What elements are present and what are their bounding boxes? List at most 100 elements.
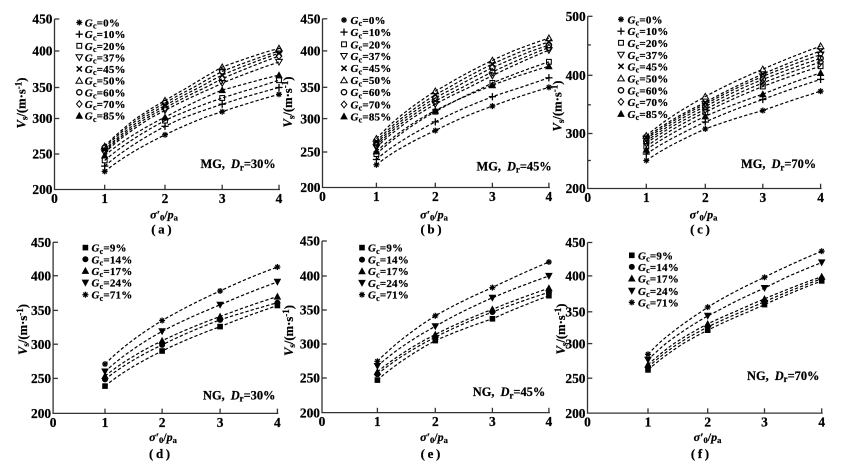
svg-text:Gc=45%: Gc=45% bbox=[628, 61, 669, 74]
svg-text:200: 200 bbox=[32, 182, 52, 197]
svg-text:NG,Dr=70%: NG, Dr=70% bbox=[747, 369, 819, 384]
svg-text:400: 400 bbox=[31, 268, 51, 283]
svg-text:200: 200 bbox=[300, 180, 320, 195]
svg-text:Vs/(m·s-1): Vs/(m·s-1) bbox=[14, 77, 30, 128]
svg-text:400: 400 bbox=[565, 269, 585, 284]
svg-text:300: 300 bbox=[300, 111, 320, 126]
svg-text:Gc=0%: Gc=0% bbox=[351, 15, 386, 28]
svg-text:Gc=71%: Gc=71% bbox=[638, 297, 679, 310]
svg-text:300: 300 bbox=[565, 336, 585, 351]
svg-text:Gc=70%: Gc=70% bbox=[351, 100, 392, 113]
svg-text:Gc=24%: Gc=24% bbox=[638, 286, 679, 299]
svg-text:350: 350 bbox=[31, 303, 51, 318]
svg-text:2: 2 bbox=[432, 414, 439, 429]
svg-text:Gc=20%: Gc=20% bbox=[351, 39, 392, 52]
svg-text:Gc=9%: Gc=9% bbox=[368, 243, 403, 256]
svg-text:450: 450 bbox=[565, 235, 585, 250]
svg-text:0: 0 bbox=[319, 189, 326, 204]
svg-text:Gc=10%: Gc=10% bbox=[628, 26, 669, 39]
svg-text:4: 4 bbox=[818, 415, 825, 430]
svg-text:3: 3 bbox=[759, 190, 766, 205]
svg-text:Gc=85%: Gc=85% bbox=[628, 109, 669, 122]
svg-text:NG,Dr=45%: NG, Dr=45% bbox=[473, 385, 545, 400]
svg-text:400: 400 bbox=[566, 68, 586, 83]
svg-text:Gc=50%: Gc=50% bbox=[85, 76, 126, 89]
svg-text:2: 2 bbox=[702, 190, 709, 205]
svg-text:Gc=20%: Gc=20% bbox=[85, 41, 126, 54]
svg-text:0: 0 bbox=[319, 414, 326, 429]
svg-text:1: 1 bbox=[101, 191, 108, 206]
svg-text:200: 200 bbox=[565, 406, 585, 421]
svg-text:σ′0/pa: σ′0/pa bbox=[150, 208, 178, 223]
svg-text:Gc=14%: Gc=14% bbox=[638, 262, 679, 275]
svg-text:250: 250 bbox=[32, 147, 52, 162]
svg-text:3: 3 bbox=[761, 415, 768, 430]
svg-text:( a ): ( a ) bbox=[151, 222, 171, 237]
svg-text:300: 300 bbox=[566, 126, 586, 141]
svg-text:250: 250 bbox=[300, 145, 320, 160]
svg-text:Vs/(m·s-1): Vs/(m·s-1) bbox=[553, 303, 569, 354]
svg-text:250: 250 bbox=[300, 371, 320, 386]
svg-text:σ′0/pa: σ′0/pa bbox=[694, 430, 722, 445]
svg-text:σ′0/pa: σ′0/pa bbox=[149, 430, 177, 445]
svg-text:Vs/(m·s-1): Vs/(m·s-1) bbox=[550, 80, 566, 131]
svg-text:300: 300 bbox=[300, 337, 320, 352]
svg-text:4: 4 bbox=[817, 190, 824, 205]
svg-text:1: 1 bbox=[645, 415, 652, 430]
svg-text:Vs/(m·s-1): Vs/(m·s-1) bbox=[15, 304, 31, 355]
svg-text:Gc=9%: Gc=9% bbox=[638, 250, 673, 263]
svg-text:450: 450 bbox=[300, 12, 320, 27]
svg-text:σ′0/pa: σ′0/pa bbox=[420, 430, 448, 445]
svg-text:400: 400 bbox=[300, 44, 320, 59]
svg-text:Gc=37%: Gc=37% bbox=[351, 51, 392, 64]
svg-text:Gc=9%: Gc=9% bbox=[92, 243, 127, 256]
svg-text:Gc=14%: Gc=14% bbox=[92, 254, 133, 267]
svg-text:1: 1 bbox=[374, 414, 381, 429]
svg-text:Gc=24%: Gc=24% bbox=[368, 278, 409, 291]
svg-text:350: 350 bbox=[32, 80, 52, 95]
svg-text:Gc=37%: Gc=37% bbox=[628, 50, 669, 63]
svg-text:400: 400 bbox=[32, 44, 52, 59]
svg-text:( e ): ( e ) bbox=[421, 446, 441, 461]
svg-text:Gc=17%: Gc=17% bbox=[368, 266, 409, 279]
svg-text:Gc=85%: Gc=85% bbox=[85, 111, 126, 124]
svg-text:MG,Dr=30%: MG, Dr=30% bbox=[201, 157, 276, 172]
svg-text:200: 200 bbox=[566, 181, 586, 196]
svg-text:Gc=71%: Gc=71% bbox=[92, 290, 133, 303]
svg-text:Vs/(m·s-1): Vs/(m·s-1) bbox=[280, 76, 296, 127]
svg-text:( d ): ( d ) bbox=[149, 446, 170, 461]
svg-text:Gc=24%: Gc=24% bbox=[92, 278, 133, 291]
svg-text:Gc=37%: Gc=37% bbox=[85, 52, 126, 65]
svg-text:4: 4 bbox=[276, 191, 283, 206]
svg-text:( f ): ( f ) bbox=[691, 446, 709, 461]
svg-text:4: 4 bbox=[274, 415, 281, 430]
svg-text:Gc=17%: Gc=17% bbox=[638, 273, 679, 286]
svg-text:( c ): ( c ) bbox=[690, 222, 710, 237]
svg-text:Gc=60%: Gc=60% bbox=[628, 85, 669, 98]
svg-text:1: 1 bbox=[102, 415, 109, 430]
svg-text:Gc=20%: Gc=20% bbox=[628, 38, 669, 51]
svg-text:3: 3 bbox=[489, 414, 496, 429]
svg-text:Gc=45%: Gc=45% bbox=[85, 64, 126, 77]
svg-text:300: 300 bbox=[31, 337, 51, 352]
svg-text:MG,Dr=70%: MG, Dr=70% bbox=[741, 157, 816, 172]
svg-text:Vs/(m·s-1): Vs/(m·s-1) bbox=[281, 305, 297, 356]
svg-text:450: 450 bbox=[31, 235, 51, 250]
svg-text:400: 400 bbox=[300, 269, 320, 284]
svg-text:350: 350 bbox=[300, 303, 320, 318]
svg-text:Gc=14%: Gc=14% bbox=[368, 255, 409, 268]
svg-text:300: 300 bbox=[32, 111, 52, 126]
svg-text:250: 250 bbox=[565, 371, 585, 386]
svg-text:NG,Dr=30%: NG, Dr=30% bbox=[203, 388, 275, 403]
svg-text:250: 250 bbox=[31, 371, 51, 386]
svg-text:Gc=70%: Gc=70% bbox=[628, 97, 669, 110]
svg-text:Gc=71%: Gc=71% bbox=[368, 290, 409, 303]
svg-text:350: 350 bbox=[300, 80, 320, 95]
svg-text:0: 0 bbox=[584, 415, 591, 430]
svg-text:Gc=85%: Gc=85% bbox=[351, 111, 392, 124]
svg-text:450: 450 bbox=[300, 234, 320, 249]
svg-text:3: 3 bbox=[489, 189, 496, 204]
svg-text:200: 200 bbox=[300, 405, 320, 420]
svg-text:2: 2 bbox=[162, 191, 169, 206]
svg-text:Gc=70%: Gc=70% bbox=[85, 99, 126, 112]
